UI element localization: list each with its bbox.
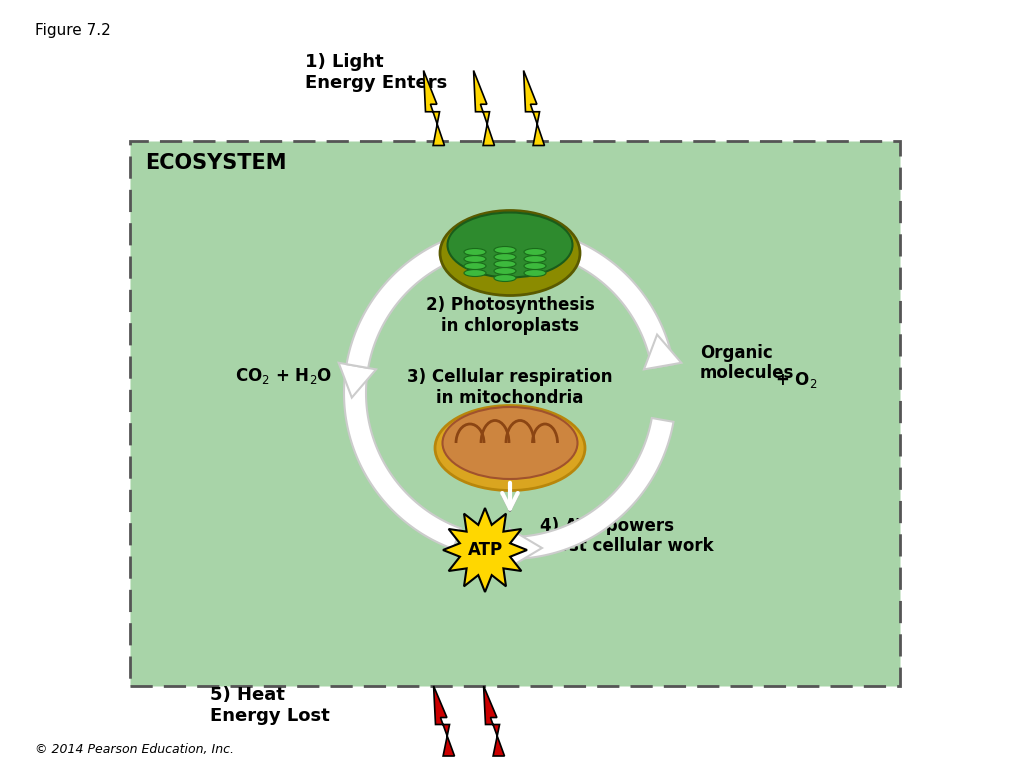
FancyBboxPatch shape — [130, 141, 900, 686]
Text: CO$_2$ + H$_2$O: CO$_2$ + H$_2$O — [234, 366, 332, 386]
Polygon shape — [346, 230, 485, 368]
Polygon shape — [510, 529, 542, 567]
Ellipse shape — [494, 247, 516, 253]
Polygon shape — [510, 227, 674, 368]
Polygon shape — [510, 418, 674, 559]
Text: 5) Heat
Energy Lost: 5) Heat Energy Lost — [210, 686, 330, 725]
Ellipse shape — [494, 267, 516, 274]
Ellipse shape — [494, 274, 516, 282]
Ellipse shape — [440, 210, 580, 296]
Ellipse shape — [524, 270, 546, 276]
Text: 4) ATP powers
most cellular work: 4) ATP powers most cellular work — [540, 517, 714, 555]
Polygon shape — [644, 335, 681, 369]
Polygon shape — [443, 508, 527, 592]
Text: ATP: ATP — [467, 541, 503, 559]
Ellipse shape — [435, 406, 585, 491]
Ellipse shape — [524, 256, 546, 263]
Polygon shape — [483, 686, 505, 756]
Polygon shape — [344, 364, 461, 549]
Ellipse shape — [494, 260, 516, 267]
Polygon shape — [523, 71, 545, 145]
Ellipse shape — [524, 263, 546, 270]
Ellipse shape — [464, 270, 486, 276]
Text: ECOSYSTEM: ECOSYSTEM — [145, 153, 287, 173]
Ellipse shape — [464, 249, 486, 256]
Polygon shape — [339, 362, 376, 398]
Ellipse shape — [442, 407, 578, 479]
Ellipse shape — [464, 256, 486, 263]
Polygon shape — [473, 71, 495, 145]
Text: Figure 7.2: Figure 7.2 — [35, 23, 111, 38]
Ellipse shape — [524, 249, 546, 256]
Polygon shape — [424, 71, 444, 145]
Text: 2) Photosynthesis
in chloroplasts: 2) Photosynthesis in chloroplasts — [426, 296, 594, 335]
Ellipse shape — [494, 253, 516, 260]
Polygon shape — [433, 686, 455, 756]
Polygon shape — [452, 222, 486, 259]
Ellipse shape — [447, 213, 572, 277]
Text: + O$_2$: + O$_2$ — [775, 370, 817, 390]
Text: 3) Cellular respiration
in mitochondria: 3) Cellular respiration in mitochondria — [408, 368, 612, 407]
Text: 1) Light
Energy Enters: 1) Light Energy Enters — [305, 53, 447, 92]
Text: © 2014 Pearson Education, Inc.: © 2014 Pearson Education, Inc. — [35, 743, 234, 756]
Text: Organic
molecules: Organic molecules — [700, 343, 795, 382]
Ellipse shape — [464, 263, 486, 270]
